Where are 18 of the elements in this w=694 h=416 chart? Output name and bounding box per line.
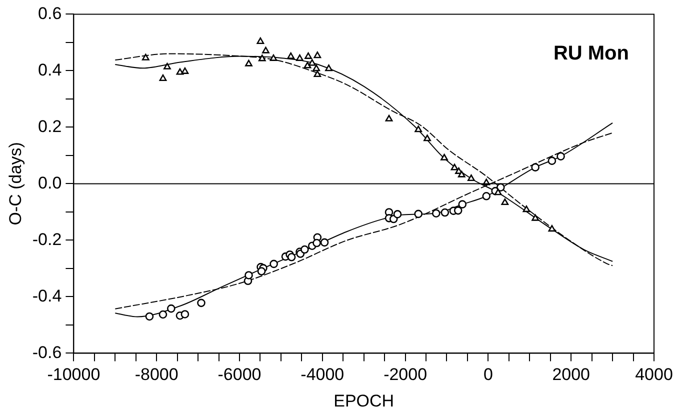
y-tick-label: 0.0 [38, 173, 62, 192]
y-tick-label: 0.6 [38, 4, 62, 23]
y-axis-title: O-C (days) [6, 142, 25, 226]
x-tick-label: -6000 [218, 365, 262, 384]
y-tick-label: -0.2 [32, 230, 62, 249]
x-tick-label: 4000 [635, 365, 673, 384]
y-tick-label: 0.2 [38, 116, 62, 136]
x-tick-label: -2000 [384, 365, 428, 384]
y-tick-label: -0.4 [32, 286, 62, 306]
x-tick-label: 0 [483, 365, 493, 384]
y-tick-label: -0.6 [32, 342, 62, 362]
x-tick-label: -10000 [47, 365, 100, 384]
x-tick-label: -4000 [300, 365, 344, 384]
y-tick-label: 0.4 [38, 60, 62, 80]
x-axis-title: EPOCH [334, 391, 394, 410]
annotation: RU Mon [553, 42, 629, 65]
x-tick-label: -8000 [134, 365, 178, 384]
x-tick-label: 2000 [552, 365, 590, 384]
